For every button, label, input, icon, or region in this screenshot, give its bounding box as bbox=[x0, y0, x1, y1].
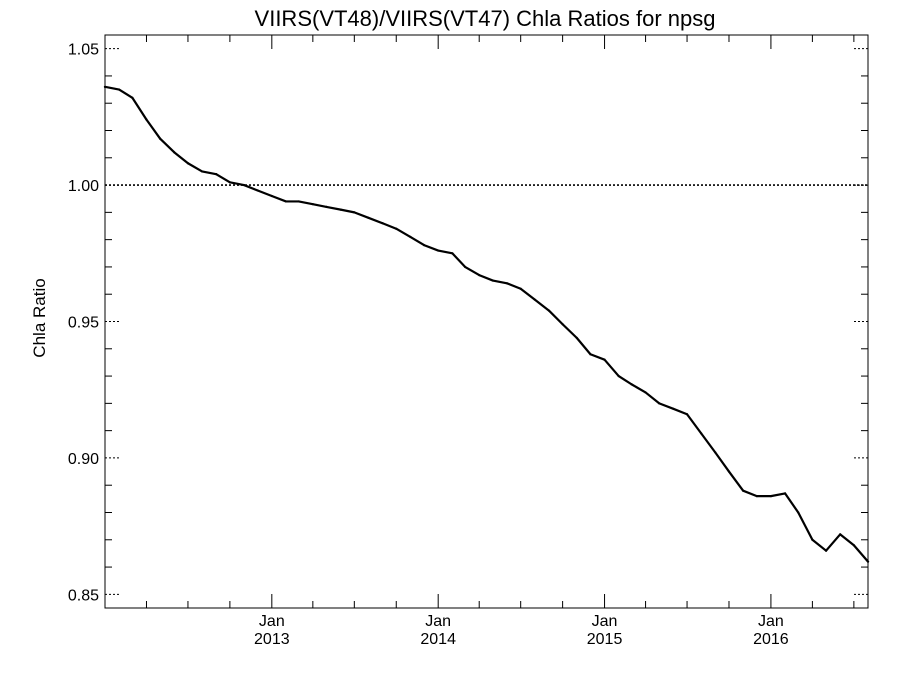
data-point bbox=[297, 200, 300, 203]
y-tick-label: 0.95 bbox=[68, 315, 99, 332]
data-point bbox=[186, 162, 190, 165]
y-tick-label: 0.85 bbox=[68, 587, 99, 604]
data-point bbox=[284, 200, 288, 203]
data-point bbox=[617, 374, 620, 378]
data-point bbox=[339, 208, 342, 211]
x-tick-label-year: 2013 bbox=[254, 631, 290, 648]
data-point bbox=[714, 451, 717, 454]
x-tick-label-month: Jan bbox=[259, 613, 285, 630]
data-point bbox=[325, 205, 328, 208]
data-point bbox=[547, 309, 551, 312]
data-point bbox=[519, 287, 522, 290]
y-tick-label: 0.90 bbox=[68, 451, 99, 468]
data-point bbox=[839, 533, 842, 536]
data-point bbox=[852, 544, 855, 547]
data-point bbox=[533, 298, 536, 301]
data-point bbox=[797, 511, 800, 514]
data-point bbox=[118, 88, 121, 91]
data-point bbox=[173, 151, 176, 154]
data-point bbox=[811, 538, 814, 541]
data-point bbox=[451, 252, 454, 255]
data-point bbox=[505, 282, 509, 285]
x-tick-label-year: 2014 bbox=[420, 631, 456, 648]
x-tick-label-month: Jan bbox=[758, 613, 784, 630]
plot-frame bbox=[104, 34, 869, 609]
data-point bbox=[159, 137, 162, 140]
data-point bbox=[742, 489, 745, 492]
data-point bbox=[131, 96, 134, 99]
data-point bbox=[575, 336, 578, 339]
data-point bbox=[658, 402, 661, 405]
data-point bbox=[311, 203, 314, 206]
data-point bbox=[256, 189, 259, 192]
x-tick-label-year: 2016 bbox=[753, 631, 789, 648]
data-point bbox=[644, 391, 647, 394]
data-point bbox=[242, 183, 246, 187]
data-point bbox=[395, 227, 398, 230]
data-point bbox=[685, 413, 689, 416]
data-point bbox=[145, 118, 148, 121]
data-point bbox=[367, 216, 370, 219]
data-point bbox=[700, 432, 703, 435]
x-tick-label-month: Jan bbox=[425, 613, 451, 630]
y-axis-label: Chla Ratio bbox=[30, 278, 49, 357]
data-point bbox=[561, 323, 564, 326]
data-point bbox=[270, 194, 273, 198]
data-point bbox=[437, 249, 440, 252]
data-point bbox=[603, 358, 606, 361]
data-point bbox=[727, 470, 731, 473]
data-point bbox=[769, 495, 773, 498]
data-point bbox=[409, 235, 412, 239]
data-point bbox=[228, 181, 231, 184]
x-tick-label-month: Jan bbox=[592, 613, 618, 630]
data-point bbox=[630, 383, 633, 386]
series-line bbox=[103, 85, 870, 563]
data-point bbox=[589, 353, 592, 356]
data-point bbox=[422, 244, 426, 247]
chart-title: VIIRS(VT48)/VIIRS(VT47) Chla Ratios for … bbox=[255, 6, 716, 31]
data-point bbox=[200, 170, 204, 173]
data-point bbox=[672, 407, 675, 410]
data-point bbox=[463, 265, 467, 269]
data-point bbox=[491, 279, 494, 282]
data-point bbox=[215, 173, 218, 176]
data-point bbox=[755, 495, 758, 498]
data-point bbox=[353, 211, 356, 214]
data-point bbox=[478, 274, 481, 277]
y-tick-label: 1.05 bbox=[68, 42, 99, 59]
data-point bbox=[824, 549, 828, 552]
x-tick-label-year: 2015 bbox=[587, 631, 623, 648]
data-point bbox=[783, 492, 787, 495]
data-point bbox=[381, 222, 384, 225]
y-tick-label: 1.00 bbox=[68, 178, 99, 195]
